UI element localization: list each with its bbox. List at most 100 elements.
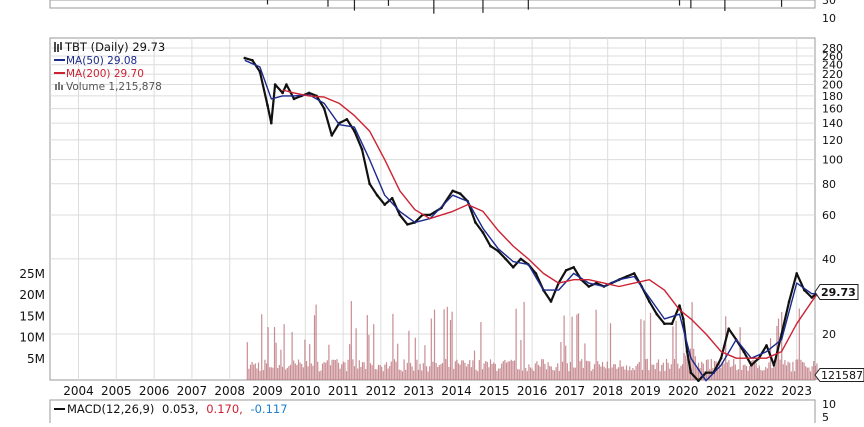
volume-bar	[792, 361, 794, 380]
price-point	[474, 221, 477, 224]
x-tick-label: 2013	[403, 384, 434, 398]
price-point	[243, 56, 247, 60]
volume-bar	[317, 361, 319, 380]
last-price-label: 29.73	[821, 286, 856, 299]
volume-bar	[645, 359, 647, 380]
volume-bar	[683, 352, 685, 380]
volume-bar	[387, 368, 389, 380]
volume-bar	[787, 361, 789, 380]
volume-bar	[710, 358, 712, 380]
volume-bar	[784, 360, 786, 380]
volume-bar	[771, 367, 773, 380]
volume-bar	[393, 359, 396, 380]
price-point	[496, 249, 500, 253]
price-point	[504, 257, 507, 261]
price-point	[481, 231, 485, 234]
volume-bar	[592, 369, 594, 380]
volume-bar	[552, 369, 554, 380]
volume-bar	[547, 362, 549, 380]
volume-bar	[648, 370, 650, 380]
volume-bar	[254, 363, 256, 380]
x-tick-label: 2012	[366, 384, 397, 398]
volume-bar	[374, 369, 376, 380]
price-point	[648, 300, 651, 303]
volume-bar	[633, 369, 636, 380]
volume-bar	[339, 368, 341, 380]
x-tick-label: 2021	[706, 384, 737, 398]
price-point	[670, 322, 674, 326]
volume-bar	[542, 359, 544, 380]
volume-axis-ticks: 25M 20M 15M 10M 5M	[19, 267, 45, 366]
volume-bar	[257, 362, 260, 380]
volume-bar	[302, 367, 304, 380]
price-point	[810, 296, 814, 299]
price-point	[587, 285, 591, 288]
volume-bar	[395, 361, 397, 380]
volume-bar	[563, 315, 565, 380]
series-line-1	[244, 59, 820, 382]
volume-bar	[637, 363, 639, 380]
volume-bar	[533, 370, 535, 380]
volume-bar	[457, 363, 460, 380]
volume-bar	[480, 322, 482, 380]
volume-bar	[405, 369, 407, 380]
volume-bar	[417, 369, 420, 380]
volume-bar	[768, 362, 770, 380]
price-point	[685, 350, 689, 353]
volume-bar	[369, 363, 372, 380]
volume-bar	[499, 368, 501, 380]
x-tick-label: 2009	[252, 384, 283, 398]
volume-bar	[590, 370, 592, 380]
volume-bar	[502, 361, 504, 380]
price-tick-label: 100	[822, 154, 843, 167]
price-point	[795, 272, 798, 275]
volume-bar	[401, 371, 404, 380]
volume-tick-label: 15M	[19, 309, 45, 323]
volume-bar	[425, 366, 428, 380]
volume-bar	[381, 366, 383, 380]
last-volume-marker: 1215878	[814, 368, 864, 382]
volume-bar	[798, 308, 800, 380]
volume-bar	[347, 359, 349, 380]
volume-bar	[325, 362, 327, 380]
volume-bar	[377, 364, 380, 380]
volume-bar	[336, 359, 338, 380]
volume-bar	[523, 301, 525, 380]
volume-bar	[531, 368, 533, 380]
legend-volume: Volume 1,215,878	[66, 81, 162, 93]
volume-bar	[309, 344, 311, 380]
top-panel-tick-30: 30	[822, 0, 836, 7]
volume-bar	[326, 360, 328, 380]
volume-bar	[560, 341, 562, 380]
volume-bar	[278, 365, 280, 380]
volume-bar	[489, 359, 492, 380]
volume-bar	[352, 359, 354, 380]
volume-bar	[384, 364, 386, 380]
volume-bar	[272, 367, 274, 380]
volume-bar	[549, 366, 551, 380]
volume-bar	[398, 369, 400, 380]
last-price-marker: 29.73	[814, 284, 859, 300]
volume-bar	[761, 370, 764, 380]
price-point	[689, 371, 693, 375]
price-point	[451, 189, 455, 193]
volume-bar	[789, 362, 791, 380]
volume-bar	[691, 302, 693, 380]
price-point	[682, 317, 685, 321]
volume-bar	[662, 362, 664, 380]
volume-bar	[285, 369, 287, 380]
volume-bar	[294, 363, 296, 380]
price-point	[345, 118, 349, 121]
volume-bar	[475, 369, 477, 380]
volume-bar	[253, 364, 255, 380]
volume-bar	[438, 365, 440, 380]
volume-bar	[390, 361, 392, 380]
price-point	[663, 322, 666, 326]
volume-bar	[737, 369, 740, 380]
volume-bar	[251, 361, 253, 380]
volume-bar	[629, 366, 631, 380]
volume-bar	[464, 362, 466, 380]
price-point	[564, 269, 568, 272]
